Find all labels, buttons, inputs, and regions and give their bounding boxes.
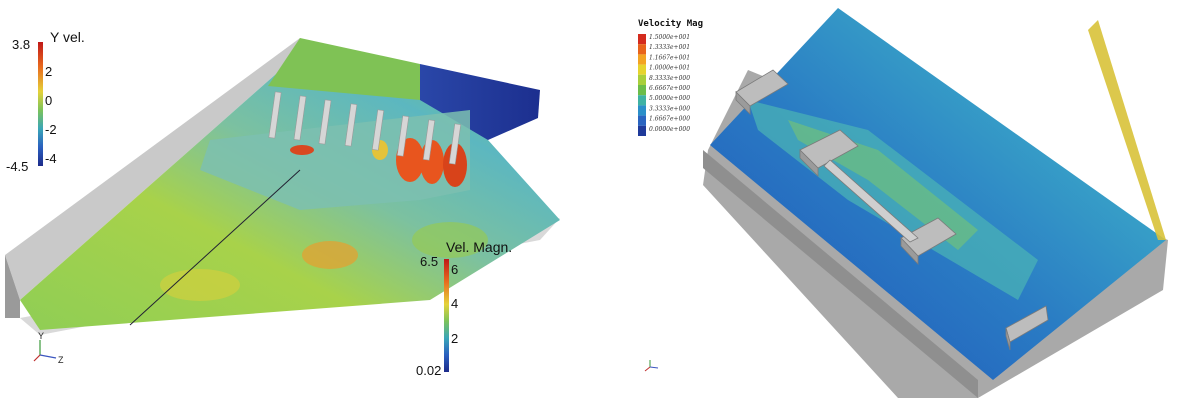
legend-label: 1.3333e+001 <box>649 44 690 51</box>
legend-swatch <box>638 105 646 116</box>
jet-2 <box>420 140 444 184</box>
legend-swatch <box>638 44 646 55</box>
legend-label: 8.3333e+000 <box>649 75 690 82</box>
axes-triad: Y Z <box>33 331 64 365</box>
y-vel-tick-neg2: -2 <box>45 122 57 137</box>
flow-patch-green <box>412 222 488 258</box>
axis-z-label: Z <box>58 355 64 365</box>
flow-patch-yellow <box>160 269 240 301</box>
basin-base-side <box>703 150 978 398</box>
legend-swatch <box>638 85 646 96</box>
flow-patch-orange <box>302 241 358 269</box>
vel-magn-colorbar <box>444 259 449 372</box>
legend-label: 1.5000e+001 <box>649 34 690 41</box>
y-vel-tick-neg4: -4 <box>45 151 57 166</box>
edge-yellow-band <box>1088 20 1166 240</box>
legend-swatch <box>638 34 646 45</box>
legend-swatch <box>638 95 646 106</box>
reservoir-blue <box>420 64 540 140</box>
y-vel-max: 3.8 <box>12 37 30 52</box>
y-vel-tick-0: 0 <box>45 93 52 108</box>
legend-label: 5.0000e+000 <box>649 95 690 102</box>
structures <box>735 69 1049 351</box>
y-vel-title: Y vel. <box>50 29 85 45</box>
y-vel-min: -4.5 <box>6 159 28 174</box>
vel-magn-max: 6.5 <box>420 254 438 269</box>
legend-label: 1.0000e+001 <box>649 65 690 72</box>
legend-title: Velocity Mag <box>638 18 703 29</box>
legend-swatch <box>638 54 646 65</box>
reservoir-green <box>268 38 420 100</box>
jet-3 <box>443 143 467 187</box>
vel-magn-tick-4: 4 <box>451 296 458 311</box>
vel-magn-title: Vel. Magn. <box>446 239 512 255</box>
legend-swatch <box>638 64 646 75</box>
legend-swatch <box>638 125 646 136</box>
flow-split-line <box>129 169 301 326</box>
vel-magn-tick-2: 2 <box>451 331 458 346</box>
gate-piers <box>268 91 462 165</box>
legend-label: 6.6667e+000 <box>649 85 690 92</box>
right-axes-triad <box>644 360 659 372</box>
axis-y-label: Y <box>38 331 44 341</box>
jet-4 <box>290 145 314 155</box>
legend-label: 1.1667e+001 <box>649 54 690 61</box>
left-channel-wall <box>5 38 310 300</box>
legend-label: 0.0000e+000 <box>649 126 690 133</box>
legend-label: 3.3333e+000 <box>649 105 690 112</box>
right-simulation-panel: Velocity Mag 1.5000e+001 1.3333e+001 1.166… <box>618 0 1203 408</box>
y-vel-tick-2: 2 <box>45 64 52 79</box>
y-vel-colorbar <box>38 42 43 166</box>
legend-swatch <box>638 115 646 126</box>
left-render-svg: Y vel. 3.8 2 0 -2 -4 -4.5 Vel. Magn. 6.5… <box>5 29 560 378</box>
legend-swatch <box>638 74 646 85</box>
legend-swatches: 1.5000e+001 1.3333e+001 1.1667e+001 1.0000e… <box>638 34 690 136</box>
vel-magn-tick-6: 6 <box>451 262 458 277</box>
vel-magn-min: 0.02 <box>416 363 441 378</box>
right-render-svg: Velocity Mag 1.5000e+001 1.3333e+001 1.166… <box>638 8 1168 398</box>
left-simulation-panel: Y vel. 3.8 2 0 -2 -4 -4.5 Vel. Magn. 6.5… <box>0 0 598 408</box>
left-wall-end <box>5 255 20 318</box>
legend-label: 1.6667e+000 <box>649 116 690 123</box>
